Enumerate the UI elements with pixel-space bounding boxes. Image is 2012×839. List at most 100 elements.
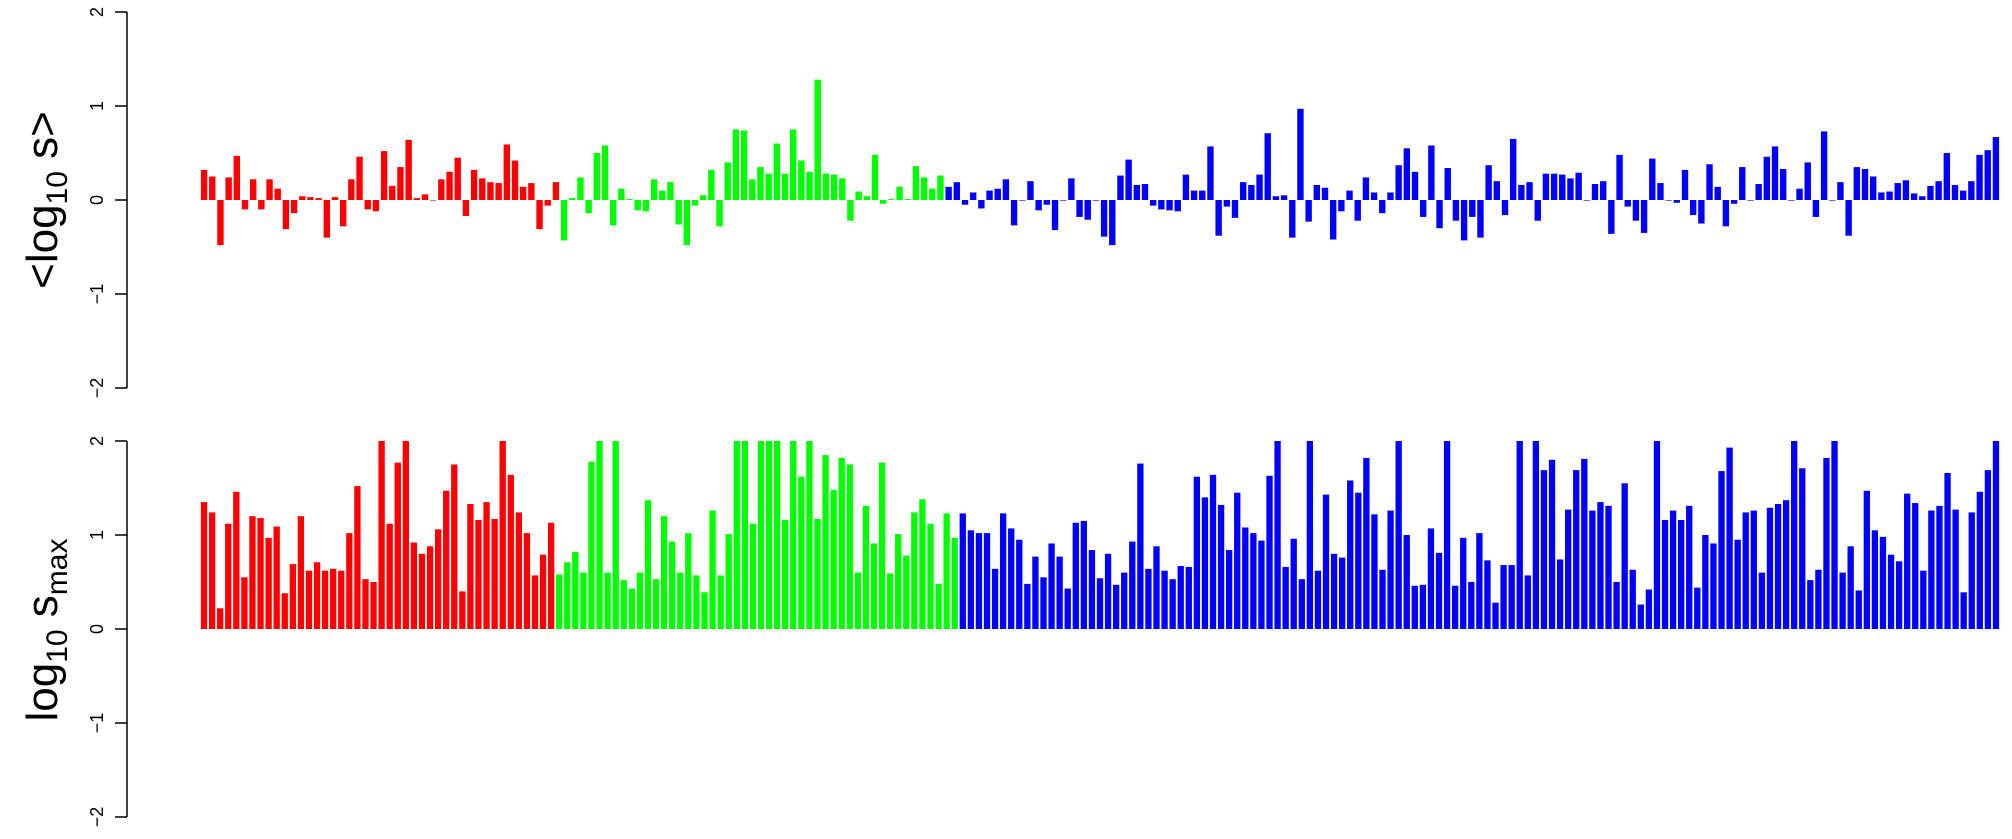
bar: [1665, 200, 1672, 201]
bar: [1861, 168, 1869, 200]
bar: [1092, 200, 1100, 201]
bar: [467, 503, 474, 629]
bar: [1591, 184, 1599, 200]
bar: [1726, 447, 1733, 629]
bar: [1427, 528, 1435, 629]
bar: [1902, 180, 1910, 200]
bar: [282, 200, 290, 230]
bar: [1661, 519, 1669, 629]
bar: [1338, 200, 1345, 212]
bar: [1274, 441, 1281, 629]
bar: [1477, 200, 1484, 238]
bar: [402, 441, 409, 629]
bar: [642, 200, 650, 212]
bar: [1452, 200, 1460, 221]
bar: [274, 188, 281, 200]
bar: [1540, 470, 1548, 629]
y-axis-label-subscript: 10: [41, 629, 74, 662]
bar: [1080, 520, 1088, 629]
bar: [265, 537, 272, 629]
bar: [560, 200, 568, 241]
bar: [806, 441, 813, 629]
bar: [321, 570, 329, 629]
bar: [1845, 200, 1852, 236]
bar: [1910, 193, 1918, 200]
bar: [241, 200, 249, 210]
bar: [1714, 186, 1721, 200]
bar: [1117, 175, 1124, 200]
bar: [1169, 579, 1176, 629]
bar: [547, 522, 555, 629]
bar: [945, 186, 952, 200]
bar: [1019, 200, 1026, 201]
bar: [1678, 519, 1685, 629]
bar: [1755, 184, 1762, 200]
bar: [299, 196, 306, 200]
bar: [1239, 182, 1247, 200]
bar: [1048, 543, 1055, 629]
bar: [757, 167, 764, 200]
bar: [1387, 510, 1394, 629]
bar: [1750, 510, 1757, 629]
bar: [1460, 200, 1468, 241]
bar: [1493, 181, 1501, 200]
bar: [1878, 192, 1885, 200]
bar: [1853, 167, 1861, 200]
bar: [1215, 200, 1222, 236]
bar: [1339, 557, 1346, 629]
bar: [556, 574, 563, 629]
panel-bottom: −2 −1 0 1 2 log10 smax: [18, 436, 2000, 827]
bar: [1613, 582, 1620, 629]
bar: [1686, 505, 1693, 629]
bar: [1534, 200, 1541, 221]
bar: [1035, 200, 1042, 211]
bar: [1788, 200, 1795, 201]
bar: [1088, 550, 1096, 629]
y-axis-label-main: <log: [18, 204, 67, 288]
bar: [273, 526, 280, 629]
bar: [1532, 441, 1540, 629]
bar: [1002, 179, 1010, 200]
bar: [257, 518, 264, 629]
bar: [348, 179, 355, 200]
bar: [935, 583, 942, 629]
bar: [1133, 184, 1141, 200]
bar: [1492, 602, 1499, 629]
bar: [511, 160, 519, 200]
y-tick-label: 2: [87, 436, 107, 446]
y-tick-label: −2: [87, 378, 107, 399]
bar: [1820, 131, 1828, 200]
bar: [1928, 510, 1935, 629]
bar: [1583, 200, 1591, 201]
bar: [740, 130, 748, 200]
bar: [1730, 200, 1738, 204]
bar: [1782, 500, 1790, 629]
bar: [1256, 174, 1263, 200]
bar: [757, 441, 765, 629]
bar: [1313, 184, 1321, 200]
bar: [290, 200, 298, 214]
bar: [1742, 512, 1749, 629]
bar: [483, 502, 490, 629]
bar: [1968, 181, 1975, 200]
bar: [585, 200, 592, 214]
bar: [733, 441, 740, 629]
bar: [410, 542, 418, 629]
bar: [943, 513, 950, 629]
bar: [1347, 480, 1354, 629]
y-axis-label-subscript: 10: [41, 171, 74, 204]
bar: [1886, 191, 1893, 200]
bar: [870, 543, 878, 629]
bar: [519, 186, 527, 200]
bar: [1272, 196, 1280, 200]
bar: [241, 577, 248, 629]
bar: [1290, 538, 1297, 629]
bar: [1010, 200, 1018, 226]
bar: [1689, 200, 1697, 216]
y-tick-label: 2: [87, 7, 107, 17]
bar: [1242, 527, 1249, 629]
bar: [1959, 190, 1967, 200]
bar: [789, 129, 797, 200]
bar: [839, 178, 846, 200]
bar: [1161, 570, 1168, 629]
